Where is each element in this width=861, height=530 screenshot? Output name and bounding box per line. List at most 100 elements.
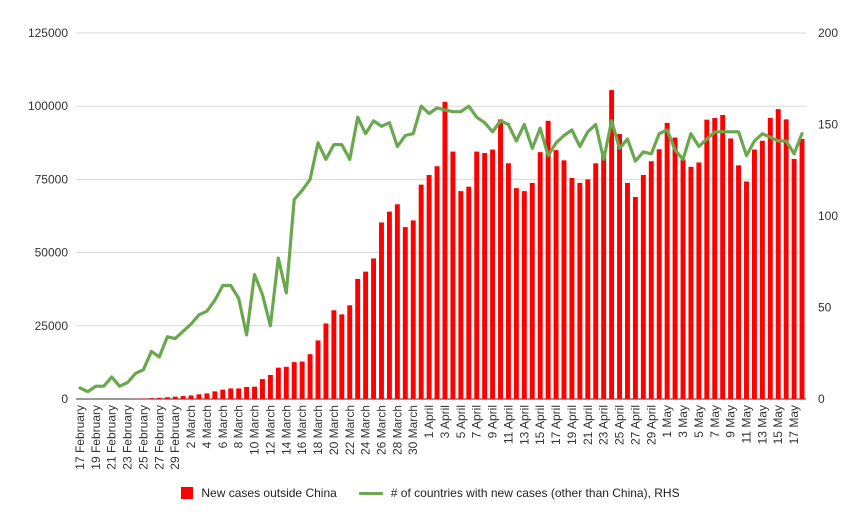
- bar: [561, 160, 567, 399]
- x-tick-label: 9 April: [486, 405, 500, 438]
- bar: [347, 305, 353, 399]
- bar: [521, 191, 527, 399]
- bar: [434, 166, 440, 399]
- x-tick-label: 1 April: [422, 405, 436, 438]
- bar: [180, 396, 186, 399]
- bar: [379, 222, 384, 399]
- x-tick-label: 3 April: [438, 405, 452, 438]
- x-tick-label: 7 April: [470, 405, 484, 438]
- bar: [450, 151, 456, 399]
- bar: [617, 134, 622, 400]
- bar: [466, 186, 472, 399]
- x-tick-label: 5 May: [692, 405, 706, 438]
- bar: [315, 340, 321, 399]
- x-tick-label: 23 April: [597, 405, 611, 445]
- bar: [244, 386, 250, 399]
- bar: [339, 314, 345, 399]
- x-tick-label: 1 May: [660, 405, 674, 438]
- x-tick-label: 25 April: [613, 405, 627, 445]
- bar: [791, 158, 797, 399]
- bar: [204, 393, 210, 399]
- x-tick-label: 23 February: [121, 405, 135, 470]
- y-left-tick-label: 0: [61, 392, 68, 406]
- left-y-axis: 0 25000 50000 75000 100000 125000: [28, 26, 68, 406]
- bar: [625, 182, 630, 399]
- bar: [482, 153, 488, 399]
- y-right-tick-label: 50: [818, 301, 832, 315]
- bar: [386, 211, 392, 399]
- x-tick-label: 11 April: [501, 405, 515, 444]
- bar: [172, 396, 178, 399]
- x-tick-label: 24 March: [359, 405, 373, 455]
- bar: [228, 388, 234, 399]
- bar: [632, 196, 638, 399]
- x-tick-label: 13 May: [755, 405, 769, 444]
- bar: [299, 361, 305, 399]
- x-tick-label: 11 May: [739, 405, 753, 443]
- bar: [585, 179, 591, 399]
- x-tick-label: 9 May: [724, 405, 738, 438]
- bar: [529, 182, 535, 399]
- bar: [267, 374, 273, 399]
- bar: [744, 181, 749, 399]
- legend-item-line: # of countries with new cases (other tha…: [358, 486, 680, 500]
- x-tick-label: 27 April: [628, 405, 642, 445]
- x-tick-label: 14 March: [279, 405, 293, 455]
- x-tick-label: 7 May: [708, 405, 722, 438]
- x-tick-label: 17 February: [73, 405, 87, 470]
- bar: [783, 119, 789, 399]
- x-tick-label: 27 February: [152, 405, 166, 470]
- bar: [474, 151, 480, 399]
- series-line: [78, 104, 804, 394]
- x-tick-label: 20 March: [327, 405, 341, 455]
- y-right-tick-label: 150: [818, 118, 838, 132]
- x-tick-label: 29 April: [644, 405, 658, 445]
- y-left-tick-label: 25000: [35, 319, 69, 333]
- bar: [220, 389, 226, 399]
- y-left-tick-label: 125000: [28, 26, 68, 40]
- x-axis: 17 February 19 February 21 February 23 Febr…: [73, 405, 801, 470]
- x-tick-label: 13 April: [517, 405, 531, 445]
- bar: [577, 182, 583, 399]
- x-tick-label: 21 April: [581, 405, 595, 445]
- x-tick-label: 19 February: [89, 405, 103, 470]
- bar: [672, 137, 678, 399]
- bar: [426, 175, 432, 399]
- x-tick-label: 22 March: [343, 405, 357, 455]
- x-tick-label: 2 March: [184, 405, 198, 448]
- legend-label-bars: New cases outside China: [201, 486, 337, 500]
- bar: [696, 162, 702, 399]
- bar: [458, 191, 464, 399]
- x-tick-label: 17 April: [549, 405, 563, 445]
- bar: [140, 398, 146, 399]
- bar: [704, 119, 710, 400]
- bar: [712, 117, 718, 400]
- legend: New cases outside China # of countries w…: [0, 486, 861, 500]
- bar: [188, 395, 194, 399]
- bar: [148, 398, 154, 399]
- x-tick-label: 12 March: [263, 405, 277, 455]
- y-right-tick-label: 100: [818, 209, 838, 223]
- x-tick-label: 8 March: [232, 405, 246, 448]
- bar: [513, 188, 519, 399]
- x-tick-label: 26 March: [374, 405, 388, 455]
- x-tick-label: 10 March: [248, 405, 262, 455]
- x-tick-label: 5 April: [454, 405, 468, 438]
- bar: [196, 394, 202, 399]
- x-tick-label: 4 March: [200, 405, 214, 448]
- bar: [751, 149, 757, 399]
- bar: [593, 163, 599, 399]
- x-tick-label: 25 February: [136, 405, 150, 470]
- bar: [156, 397, 162, 399]
- bar: [720, 114, 726, 399]
- x-tick-label: 17 May: [787, 405, 801, 444]
- combo-chart: 0 25000 50000 75000 100000 125000 0 50 100 150 20…: [28, 26, 838, 470]
- legend-swatch-red: [181, 487, 194, 499]
- bar: [410, 220, 416, 399]
- x-tick-label: 6 March: [216, 405, 230, 448]
- right-y-axis: 0 50 100 150 200: [818, 26, 838, 406]
- legend-label-line: # of countries with new cases (other tha…: [390, 486, 680, 500]
- bar: [283, 366, 289, 399]
- bar: [402, 227, 408, 399]
